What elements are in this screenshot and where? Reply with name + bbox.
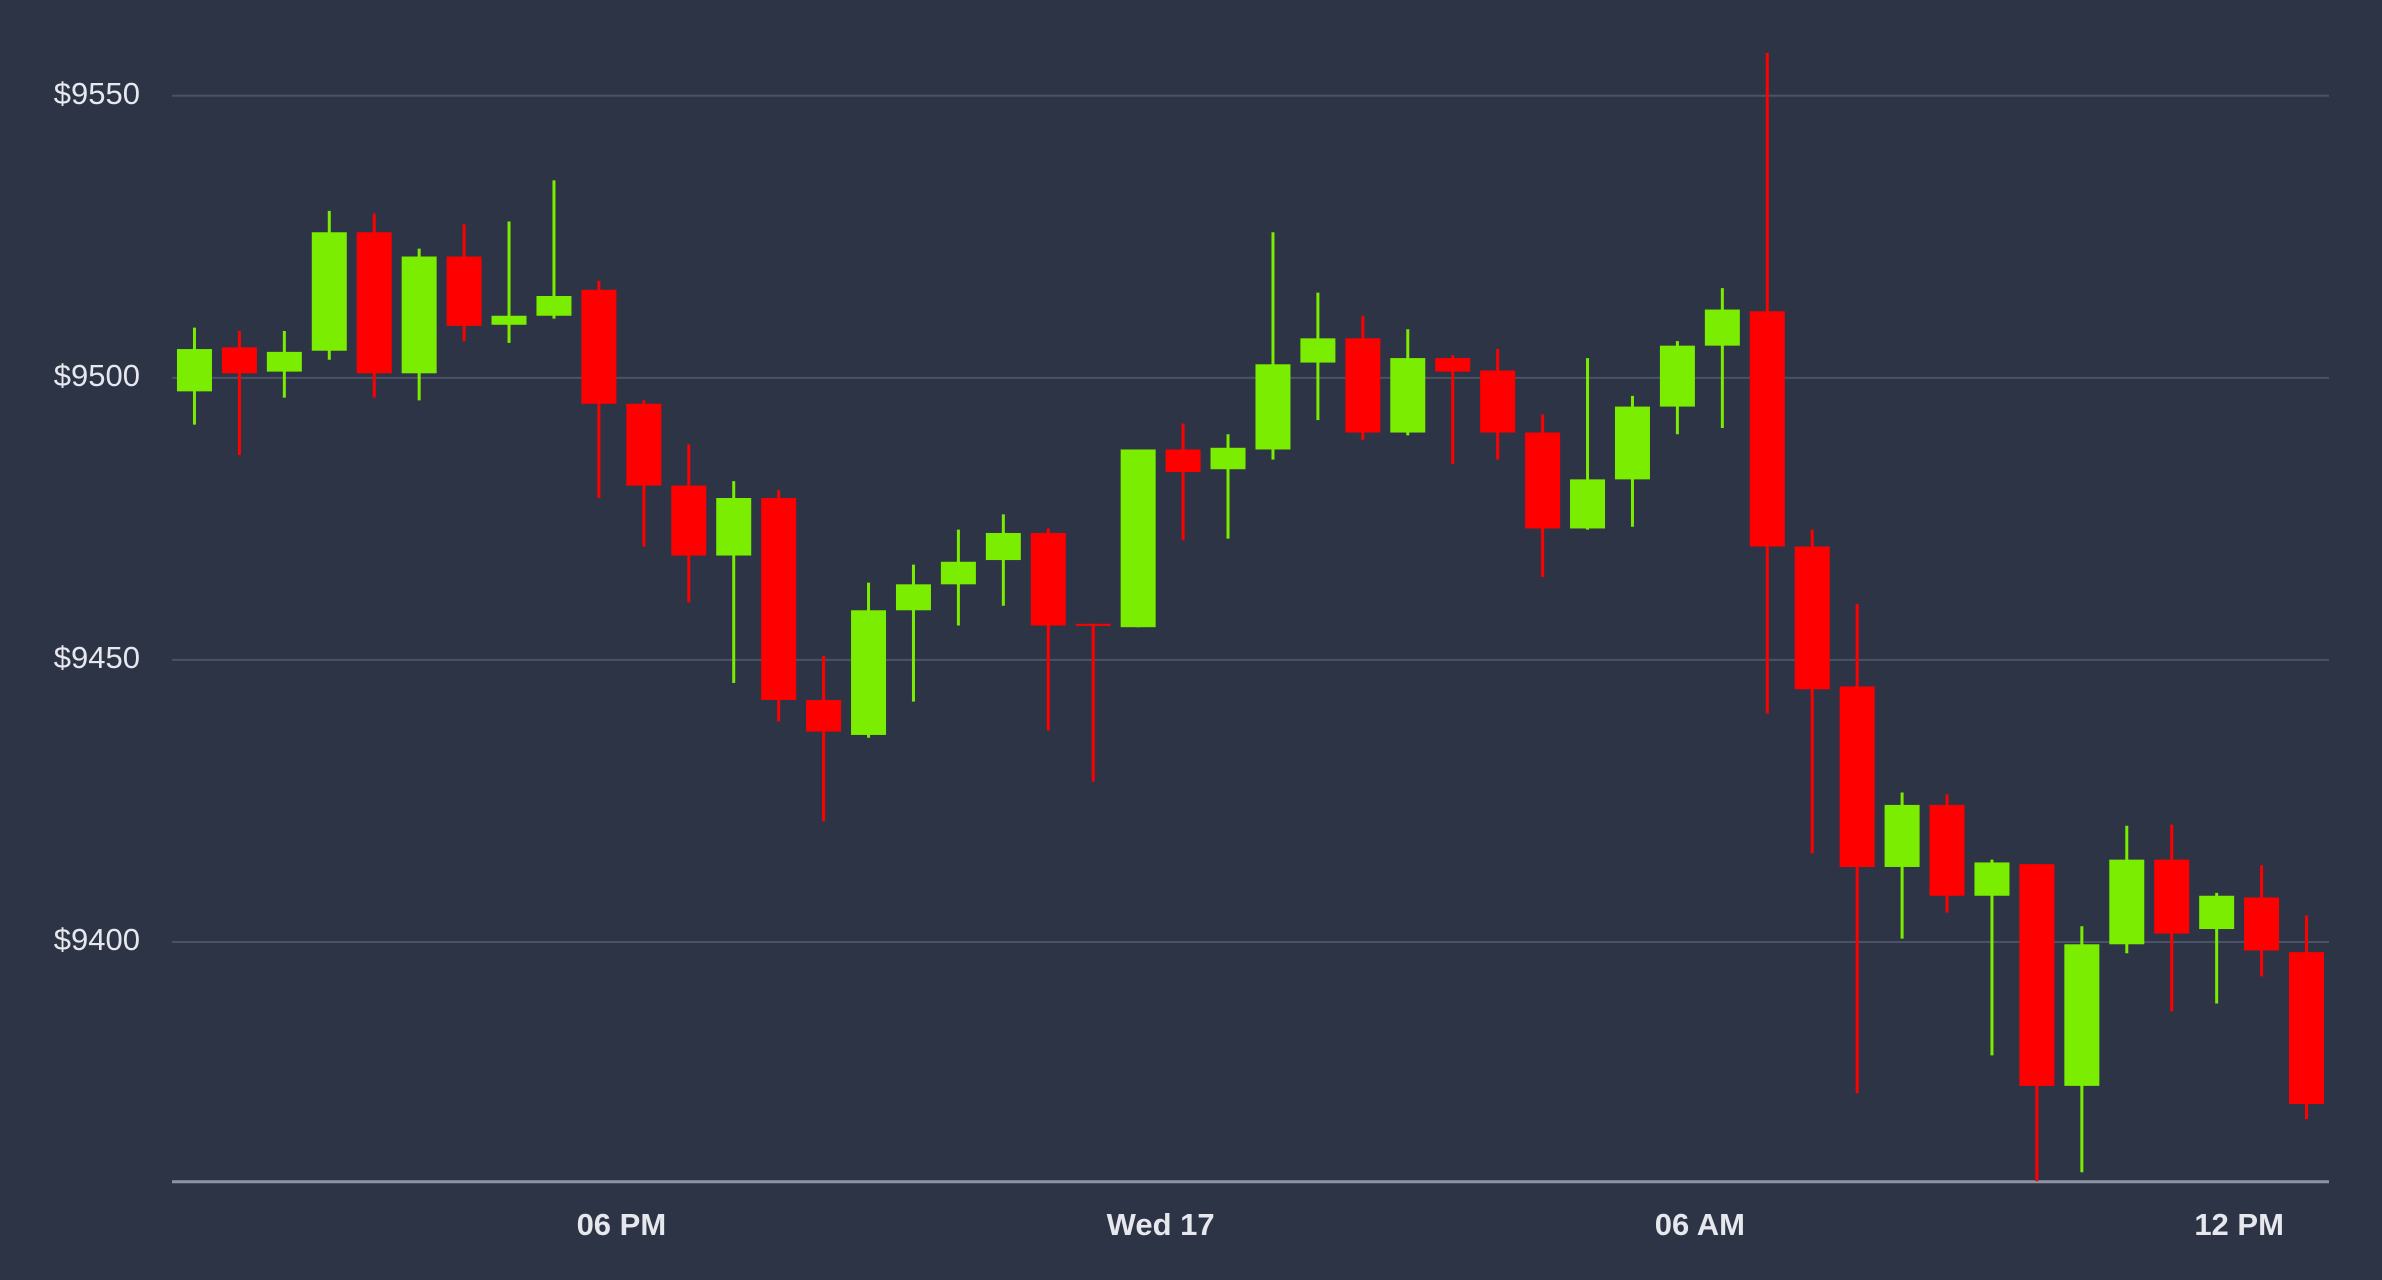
candle-body [2154,859,2190,934]
candle-body [2244,897,2280,951]
candle-body [1435,358,1471,372]
candle-body [2289,952,2325,1104]
candle-body [1165,449,1201,473]
candle-body [2109,859,2145,945]
candle-body [1075,623,1111,626]
candle-body [1300,338,1336,363]
candle-body [716,497,752,556]
candle-body [2019,864,2055,1086]
candle-body [581,289,617,404]
candle-body [851,610,887,735]
y-tick-label: $9500 [54,358,140,393]
candle-body [1794,546,1830,690]
candle-body [1120,449,1156,628]
candle-body [1839,686,1875,867]
candle-body [1030,532,1066,626]
candle-body [1345,338,1381,433]
candle-body [895,584,931,611]
candle-body [491,315,527,325]
x-tick-label: 06 PM [577,1207,667,1242]
candle-body [2064,944,2100,1086]
candle-body [1659,345,1695,407]
candle-body [446,256,482,326]
y-tick-label: $9550 [54,76,140,111]
candle-body [1570,479,1606,529]
candle-body [1974,862,2010,896]
x-tick-label: 12 PM [2194,1207,2284,1242]
candle-body [1704,309,1740,346]
candle-body [266,351,302,372]
candle-body [1929,804,1965,896]
candle-body [626,403,662,486]
y-tick-label: $9450 [54,640,140,675]
candle-body [940,561,976,585]
candle-body [356,232,392,374]
candle-body [1480,370,1516,433]
candle-body [1614,406,1650,480]
candle-body [985,532,1021,561]
candle-body [761,497,797,700]
candle-body [176,349,212,392]
candle-body [221,347,257,374]
candle-body [806,699,842,732]
candle-body [536,296,572,316]
candle-body [1884,804,1920,867]
candle-body [1255,364,1291,450]
candle-body [1390,358,1426,433]
candle-body [1749,311,1785,547]
candle-body [401,256,437,374]
y-tick-label: $9400 [54,922,140,957]
candle-body [2199,895,2235,930]
candle-body [671,485,707,556]
x-tick-label: Wed 17 [1107,1207,1215,1242]
candle-body [311,232,347,351]
candle-body [1525,432,1561,529]
x-tick-label: 06 AM [1655,1207,1745,1242]
candle-body [1210,447,1246,470]
